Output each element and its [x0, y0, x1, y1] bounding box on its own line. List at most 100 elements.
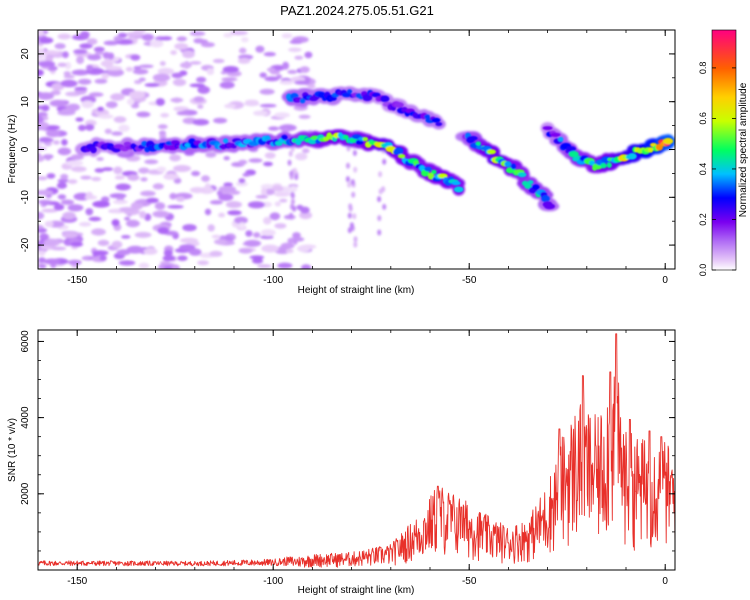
- spectrogram-cell: [271, 185, 284, 192]
- spectrogram-cell: [189, 31, 206, 37]
- spectrogram-cell: [170, 50, 177, 55]
- spectrogram-cell: [427, 172, 435, 180]
- spectrogram-cell: [46, 173, 56, 179]
- x-tick-label: 0: [662, 275, 668, 286]
- spectrogram-cell: [63, 71, 71, 76]
- spectrogram-cell: [138, 167, 150, 174]
- spectrogram-cell: [378, 171, 383, 178]
- spectrogram-cell: [298, 114, 311, 119]
- spectrogram-cell: [60, 79, 78, 88]
- spectrogram-cell: [67, 259, 82, 266]
- spectrogram-cell: [179, 244, 196, 251]
- spectrogram-cell: [486, 149, 496, 155]
- spectrogram-cell: [268, 126, 280, 131]
- spectrogram-cell: [350, 179, 355, 186]
- spectrogram-cell: [205, 151, 217, 158]
- x-tick-label: -100: [263, 576, 283, 587]
- spectrogram-cell: [125, 66, 134, 72]
- spectrogram-cell: [38, 30, 44, 37]
- snr-x-label: Height of straight line (km): [298, 585, 415, 596]
- spectrogram-cell: [541, 195, 550, 203]
- spectrogram-cell: [85, 191, 93, 199]
- snr-series-line: [38, 333, 675, 568]
- spectrogram-cell: [160, 36, 173, 41]
- spectrogram-cell: [225, 201, 242, 209]
- spectrogram-cell: [124, 216, 131, 221]
- spectrogram-cell: [71, 166, 87, 173]
- spectrogram-cell: [130, 54, 141, 61]
- spectrogram-cell: [279, 198, 288, 203]
- spectrogram-cell: [90, 146, 97, 154]
- spectrogram-cell: [57, 62, 67, 67]
- spectrogram-cell: [293, 167, 297, 174]
- spectrogram-cell: [524, 183, 532, 189]
- spectrogram-cell: [94, 51, 104, 55]
- spectrogram-cell: [209, 200, 223, 205]
- spectrogram-cell: [550, 132, 561, 137]
- spectrogram-cell: [289, 40, 302, 44]
- spectrogram-cell: [38, 154, 45, 162]
- spectrogram-cell: [85, 124, 95, 131]
- spectrogram-cell: [113, 116, 127, 123]
- spectrogram-cell: [159, 61, 166, 66]
- spectrogram-cell: [97, 239, 110, 246]
- spectrogram-cell: [61, 231, 78, 239]
- spectrogram-cell: [218, 212, 226, 218]
- spectrogram-cell: [238, 178, 246, 184]
- spectrogram-cell: [237, 57, 251, 64]
- spectrogram-cell: [260, 187, 267, 196]
- snr-x-ticks: -150 -100 -50 0: [37, 330, 668, 587]
- colorbar-tick-label: 0.8: [698, 62, 708, 75]
- spectrogram-cell: [104, 128, 112, 134]
- spectrogram-cell: [41, 138, 54, 143]
- spectrogram-cell: [78, 124, 86, 131]
- spectrogram-cell: [568, 151, 579, 158]
- y-tick-label: 20: [20, 48, 31, 60]
- spectrogram-cell: [230, 30, 248, 36]
- colorbar-gradient: [711, 29, 737, 271]
- spectrogram-cell: [38, 121, 49, 129]
- spectrogram-cell: [43, 258, 61, 265]
- spectrogram-cell: [57, 147, 72, 156]
- spectrogram-cell: [295, 152, 308, 161]
- colorbar-ticks: 0.0 0.2 0.4 0.6 0.8: [698, 62, 736, 276]
- spectrogram-cell: [154, 202, 166, 210]
- spectrogram-cell: [38, 92, 54, 100]
- spectrogram-cell: [191, 170, 201, 177]
- spectrogram-cell: [118, 124, 130, 132]
- spectrogram-cell: [92, 250, 109, 256]
- spectrogram-cell: [62, 51, 69, 59]
- spectrogram-cell: [347, 212, 352, 219]
- spectrogram-cell: [277, 262, 293, 269]
- spectrogram-cell: [38, 48, 45, 52]
- colorbar-label: Normalized spectral amplitude: [738, 82, 749, 217]
- spectrogram-cell: [260, 229, 276, 237]
- spectrogram-cell: [171, 264, 180, 269]
- spectrogram-cell: [353, 166, 358, 173]
- spectrogram-cell: [211, 234, 221, 239]
- spectrogram-cell: [152, 210, 170, 218]
- spectrogram-cell: [247, 201, 265, 209]
- spectrogram-cell: [468, 136, 478, 141]
- spectrogram-cell: [285, 248, 294, 254]
- spectrogram-cell: [57, 178, 70, 183]
- spectrogram-cell: [101, 167, 114, 172]
- spectrogram-cell: [54, 43, 66, 50]
- spectrogram-cell: [289, 212, 294, 219]
- y-tick-label: 4000: [20, 406, 31, 429]
- spectrogram-cell: [79, 31, 90, 39]
- spectrogram-cell: [259, 103, 277, 108]
- spectrogram-cell: [192, 118, 210, 126]
- spectrogram-cell: [431, 169, 437, 175]
- spectrogram-cell: [255, 45, 265, 53]
- spectrogram-cell: [91, 176, 102, 182]
- spectrogram-cell: [155, 98, 165, 106]
- spectrogram-cell: [38, 211, 45, 220]
- spectrogram-cell: [114, 175, 125, 180]
- spectrogram-cell: [544, 203, 556, 210]
- spectrogram-cell: [263, 52, 276, 57]
- x-tick-label: -50: [462, 576, 477, 587]
- snr-y-ticks: 2000 4000 6000: [20, 330, 675, 571]
- spectrogram-cell: [259, 72, 267, 78]
